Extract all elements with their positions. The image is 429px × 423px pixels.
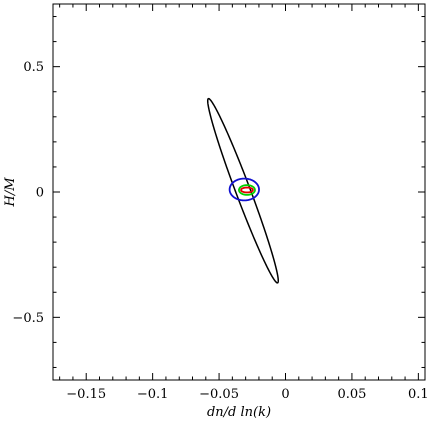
x-tick-label: −0.15 [66,387,106,402]
confidence-ellipse-4 [240,186,254,194]
y-tick-label: −0.5 [12,311,44,326]
x-tick-label: −0.05 [199,387,239,402]
x-axis-label: dn/d ln(k) [207,405,271,420]
confidence-ellipse-1 [206,97,279,284]
tick-labels-group: −0.15 −0.1 −0.05 0 0.05 0.1 −0.5 0 0.5 [12,60,428,402]
x-tick-label: −0.1 [137,387,169,402]
y-tick-label: 0.5 [23,60,44,75]
series-group [206,97,279,284]
y-axis-label: H/M [3,177,18,208]
confidence-ellipse-2 [228,177,260,202]
y-tick-label: 0 [36,186,44,201]
ticks-group [53,4,425,380]
x-tick-label: 0 [281,387,289,402]
confidence-ellipse-3 [238,184,256,196]
x-tick-label: 0.05 [337,387,366,402]
x-tick-label: 0.1 [408,387,429,402]
